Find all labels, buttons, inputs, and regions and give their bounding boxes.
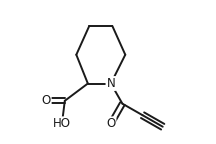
Text: O: O [106,117,116,130]
Text: N: N [106,77,115,90]
Text: O: O [41,94,51,107]
Text: HO: HO [53,117,71,130]
